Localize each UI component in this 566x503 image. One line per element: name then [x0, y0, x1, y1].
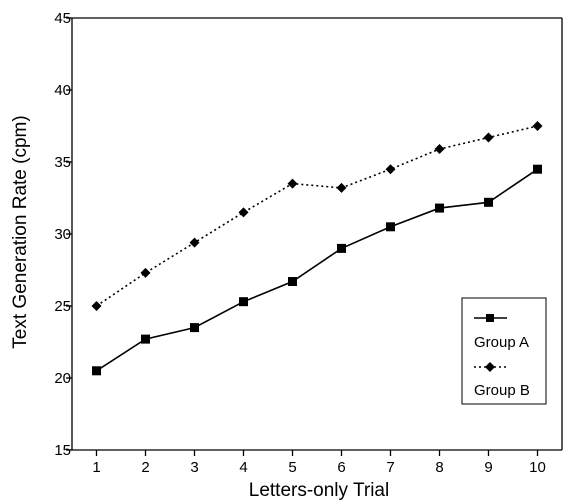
legend: Group A Group B — [461, 297, 547, 405]
y-axis: 15 20 25 30 35 40 45 — [54, 10, 72, 459]
x-tick-label: 7 — [386, 459, 394, 476]
data-point-group-a — [92, 366, 101, 376]
x-axis-title: Letters-only Trial — [249, 480, 389, 501]
data-point-group-b — [238, 207, 249, 218]
x-tick-label: 3 — [190, 459, 198, 476]
y-tick-label: 15 — [54, 442, 71, 459]
y-tick-label: 35 — [54, 154, 71, 171]
data-point-group-b — [336, 182, 347, 193]
y-tick-label: 20 — [54, 370, 71, 387]
data-point-group-a — [435, 203, 444, 213]
x-tick-label: 8 — [435, 459, 443, 476]
y-tick-label: 45 — [54, 10, 71, 27]
series-line-group-a — [96, 168, 538, 372]
legend-marker-group-a — [486, 314, 494, 322]
data-point-group-a — [190, 323, 199, 333]
data-point-group-a — [141, 334, 150, 344]
data-point-group-a — [288, 277, 297, 287]
legend-marker-group-b — [485, 362, 495, 372]
data-point-group-b — [532, 121, 543, 131]
x-tick-label: 6 — [337, 459, 345, 476]
data-point-group-b — [434, 144, 445, 155]
data-point-group-b — [483, 132, 494, 143]
legend-box — [461, 297, 547, 405]
x-tick-label: 4 — [239, 459, 247, 476]
data-point-group-b — [189, 237, 200, 248]
x-tick-label: 1 — [92, 459, 100, 476]
data-point-group-b — [385, 164, 396, 175]
data-point-group-b — [140, 267, 151, 278]
data-point-group-a — [533, 164, 542, 174]
legend-label-group-b: Group B — [474, 382, 530, 399]
x-axis: 1 2 3 4 5 6 7 8 9 10 — [92, 450, 546, 476]
y-axis-title: Text Generation Rate (cpm) — [10, 115, 31, 348]
x-tick-label: 2 — [141, 459, 149, 476]
y-tick-label: 25 — [54, 298, 71, 315]
legend-label-group-a: Group A — [474, 334, 529, 351]
data-point-group-a — [239, 297, 248, 307]
series-layer — [91, 121, 543, 376]
y-tick-label: 40 — [54, 82, 71, 99]
x-tick-label: 10 — [529, 459, 546, 476]
data-point-group-a — [484, 197, 493, 207]
data-point-group-b — [91, 301, 102, 311]
series-line-group-b — [96, 125, 538, 307]
data-point-group-a — [337, 243, 346, 253]
data-point-group-b — [287, 178, 298, 189]
x-tick-label: 5 — [288, 459, 296, 476]
y-tick-label: 30 — [54, 226, 71, 243]
data-point-group-a — [386, 222, 395, 232]
x-tick-label: 9 — [484, 459, 492, 476]
